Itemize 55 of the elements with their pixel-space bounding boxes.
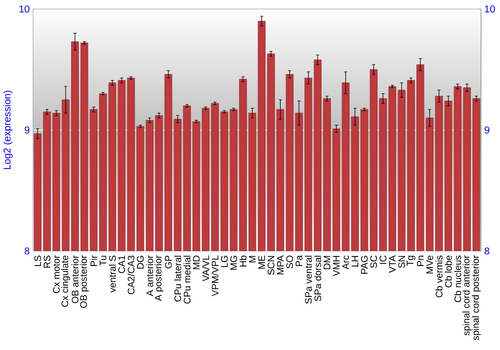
x-tick-label: GP — [164, 256, 172, 268]
x-tick-label: A anterior — [146, 255, 154, 296]
x-tick-label: MPA — [277, 255, 284, 274]
x-tick-label: Cb nucleus — [454, 256, 462, 302]
x-tick-label: VPM/VPL — [212, 256, 218, 296]
x-tick-label: CA2/CA3 — [128, 256, 134, 294]
x-tick-label: CPu lateral — [174, 256, 182, 302]
y-tick-label: 9 — [24, 126, 30, 134]
x-tick-label: spinal cord posterior — [472, 255, 481, 340]
x-tick-label: Pn — [417, 256, 424, 266]
x-tick-label: DM — [324, 256, 330, 270]
x-tick-label: DG — [136, 256, 144, 269]
y-tick-label: 8 — [24, 247, 30, 255]
x-tick-label: VTA — [389, 255, 396, 273]
x-tick-label: LS — [34, 256, 42, 266]
x-tick-label: OB anterior — [72, 255, 78, 304]
x-tick-label: SPa dorsal — [314, 256, 322, 302]
x-tick-label: CPu medial — [184, 256, 190, 304]
y-tick-label: 10 — [19, 5, 30, 13]
x-tick-label: PAG — [360, 256, 368, 274]
x-tick-label: OB posterior — [80, 255, 89, 308]
x-tick-label: ventral S — [108, 256, 116, 293]
x-tick-label: Tu — [100, 256, 106, 266]
x-tick-label: Cx cingulate — [61, 256, 70, 307]
x-tick-label: Tg — [406, 256, 416, 266]
x-tick-label: IC — [380, 256, 386, 264]
x-tick-label: SN — [398, 256, 406, 268]
x-tick-label: SCN — [268, 256, 274, 275]
y2-tick-label: 8 — [484, 247, 490, 255]
x-tick-label: Pa — [296, 255, 302, 266]
x-tick-label: VMH — [333, 256, 340, 276]
x-tick-label: M — [249, 256, 256, 262]
x-tick-label: MVe — [426, 256, 433, 274]
x-tick-label: ME — [258, 256, 265, 269]
x-tick-label: spinal cord anterior — [462, 255, 472, 336]
x-tick-label: MG — [230, 256, 238, 270]
x-tick-label: Hb — [240, 256, 246, 267]
x-tick-label: CA1 — [118, 256, 126, 274]
x-tick-label: VA/VL — [202, 256, 210, 282]
x-tick-label: SPa ventral — [304, 256, 312, 304]
x-tick-label: Cb lobe — [444, 256, 452, 288]
x-tick-label: MD — [193, 256, 200, 270]
y2-tick-label: 9 — [484, 126, 490, 134]
x-tick-label: SO — [286, 256, 294, 268]
x-tick-label: Cb vermis — [436, 256, 442, 298]
y2-tick-label: 10 — [484, 5, 495, 13]
x-tick-label: Pir — [90, 255, 98, 266]
x-tick-label: Cx motor — [52, 255, 60, 294]
y-axis-title: Log2 (expression) — [3, 90, 13, 170]
x-tick-label: LG — [220, 256, 228, 268]
x-tick-label: A posterior — [154, 255, 164, 301]
x-tick-label: Arc — [342, 255, 349, 270]
x-tick-label: SC — [370, 256, 378, 268]
x-tick-label: RS — [44, 256, 50, 268]
x-tick-label: LH — [352, 256, 358, 267]
